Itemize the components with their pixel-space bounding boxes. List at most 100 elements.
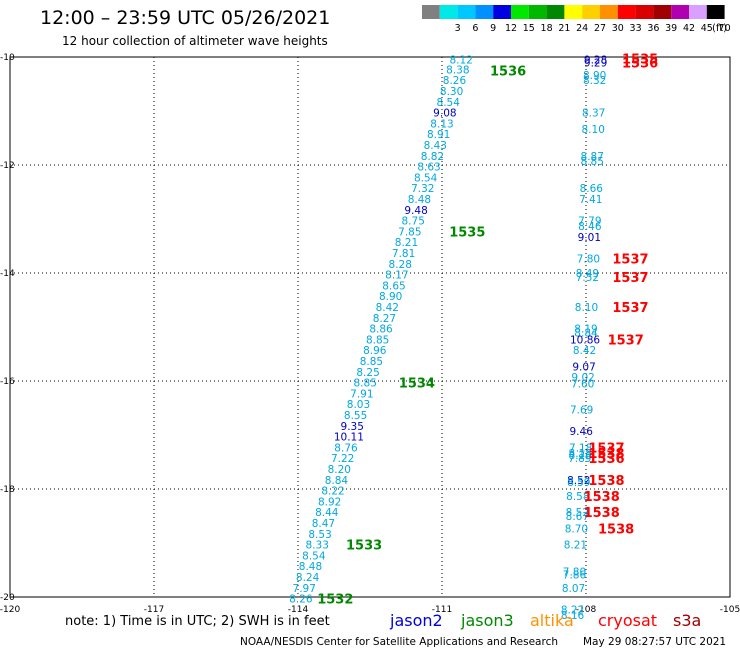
scale-tick-label: 3 — [455, 23, 461, 34]
plot-area: -120 -117 -114 -111 -108 -105 -10 -12 -14 -16 -18 -… — [0, 53, 740, 622]
wave-height-point: 8.49 — [576, 268, 599, 280]
wave-height-point: 8.90 — [583, 70, 606, 82]
wave-height-point: 7.86 — [563, 569, 587, 581]
track-number-label: 1536 — [622, 56, 658, 71]
wave-height-point: 7.18 — [569, 442, 592, 454]
wave-height-point: 9.28 — [584, 55, 607, 67]
scale-swatch — [671, 5, 689, 19]
track-number-label: 1538 — [598, 522, 634, 537]
wave-height-point: 8.90 — [379, 291, 402, 303]
wave-height-point: 8.37 — [582, 108, 605, 120]
wave-height-point: 8.70 — [565, 523, 588, 535]
wave-height-point: 8.24 — [296, 572, 320, 584]
wave-height-point: 9.46 — [570, 426, 594, 438]
track-number-label: 1534 — [399, 377, 435, 392]
wave-height-point: 7.41 — [579, 194, 602, 206]
y-tick-label: -12 — [0, 161, 15, 171]
scale-swatch — [457, 5, 476, 19]
track-number-label: 1532 — [317, 593, 353, 608]
wave-height-point: 8.19 — [574, 324, 597, 336]
wave-height-point: 7.91 — [350, 388, 373, 400]
wave-height-point: 8.25 — [356, 367, 379, 379]
wave-height-point: 8.20 — [328, 464, 351, 476]
x-tick-label: -108 — [576, 605, 597, 615]
wave-height-point: 7.85 — [398, 226, 421, 238]
scale-tick-label: 18 — [541, 23, 553, 34]
chart-title: 12:00 – 23:59 UTC 05/26/2021 — [40, 7, 330, 29]
wave-height-point: 8.58 — [566, 491, 589, 503]
wave-height-point: 8.52 — [567, 475, 590, 487]
y-tick-label: -18 — [0, 485, 15, 495]
wave-height-point: 8.75 — [402, 216, 425, 228]
wave-height-point: 8.28 — [389, 259, 412, 271]
scale-tick-label: 21 — [558, 23, 570, 34]
wave-height-point: 7.80 — [577, 253, 600, 265]
track-number-label: 1537 — [612, 301, 648, 316]
scale-tick-label: 6 — [472, 23, 478, 34]
wave-height-point: 8.10 — [582, 124, 605, 136]
x-tick-label: -117 — [144, 605, 164, 615]
x-tick-label: -105 — [720, 605, 740, 615]
wave-height-point: 7.79 — [578, 216, 601, 228]
legend-item-jason2: jason2 — [389, 611, 443, 630]
wave-height-point: 8.53 — [308, 529, 331, 541]
wave-height-point: 8.63 — [417, 162, 440, 174]
wave-height-point: 8.96 — [363, 345, 387, 357]
scale-tick-label: 42 — [683, 23, 695, 34]
wave-height-point: 8.07 — [562, 583, 585, 595]
scale-swatch — [653, 5, 672, 19]
wave-height-point: 8.03 — [347, 399, 370, 411]
wave-height-point: 8.91 — [427, 129, 450, 141]
track-number-label: 1538 — [584, 506, 620, 521]
scale-swatch — [422, 5, 440, 19]
wave-height-point: 8.26 — [443, 75, 467, 87]
scale-swatch — [546, 5, 565, 19]
wave-height-point: 8.43 — [424, 140, 447, 152]
scale-swatch — [617, 5, 636, 19]
wave-height-point: 7.32 — [411, 183, 434, 195]
track-number-label: 1537 — [612, 252, 648, 267]
wave-height-color-scale: 3 6 9 12 15 18 21 24 27 30 33 36 39 42 45 70 — [422, 5, 731, 34]
wave-height-point: 8.22 — [561, 604, 584, 616]
chart-subtitle: 12 hour collection of altimeter wave hei… — [62, 34, 328, 48]
track-number-label: 1537 — [608, 333, 644, 348]
wave-height-point: 8.54 — [302, 550, 326, 562]
scale-tick-label: 30 — [612, 23, 624, 34]
wave-height-point: 8.92 — [318, 496, 341, 508]
wave-height-point: 9.07 — [572, 361, 595, 373]
wave-height-point: 8.48 — [299, 561, 322, 573]
scale-tick-label: 27 — [594, 23, 606, 34]
wave-height-point: 7.89 — [568, 453, 591, 465]
scale-swatch — [439, 5, 458, 19]
wave-height-point: 8.13 — [430, 118, 453, 130]
scale-tick-label: 12 — [505, 23, 517, 34]
wave-height-point: 9.48 — [404, 205, 427, 217]
scale-swatch — [635, 5, 654, 19]
wave-height-point: 8.48 — [408, 194, 431, 206]
wave-height-point: 8.21 — [395, 237, 418, 249]
wave-height-point: 8.26 — [569, 450, 593, 462]
wave-height-point: 8.16 — [561, 610, 585, 622]
wave-height-point: 9.35 — [341, 421, 364, 433]
scale-swatch — [564, 5, 583, 19]
wave-height-point: 8.44 — [315, 507, 339, 519]
track-number-label: 1538 — [584, 490, 620, 505]
y-tick-label: -16 — [0, 377, 15, 387]
wave-height-point: 8.12 — [450, 55, 473, 67]
scale-swatch — [528, 5, 547, 19]
wave-height-point: 8.59 — [567, 477, 590, 489]
wave-height-point: 10.86 — [570, 334, 600, 346]
wave-height-point: 8.85 — [360, 356, 383, 368]
wave-height-point: 8.54 — [437, 97, 461, 109]
track-number-label: 1536 — [490, 65, 526, 80]
x-tick-label: -114 — [288, 605, 309, 615]
y-tick-label: -10 — [0, 53, 15, 63]
scale-swatch — [600, 5, 618, 19]
scale-swatch — [493, 5, 511, 19]
track-number-label: 1537 — [612, 271, 648, 286]
wave-height-point: 8.85 — [354, 378, 377, 390]
wave-height-point: 7.97 — [293, 583, 316, 595]
track-number-label: 1535 — [449, 225, 485, 240]
footer-timestamp: May 29 08:27:57 UTC 2021 — [583, 636, 726, 648]
scale-swatch — [511, 5, 529, 19]
